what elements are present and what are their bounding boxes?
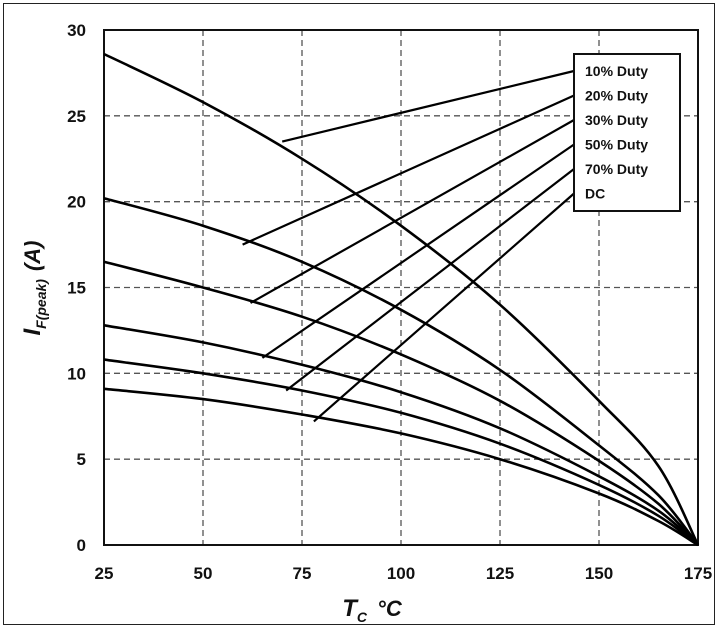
leader-line [313, 192, 575, 423]
y-tick-label: 20 [67, 193, 86, 212]
x-tick-label: 125 [486, 564, 514, 583]
series-curves [103, 52, 700, 547]
series-line [103, 52, 700, 546]
series-line [103, 324, 699, 546]
leader-line [285, 168, 575, 392]
series-line [103, 260, 699, 546]
x-tick-label: 100 [387, 564, 415, 583]
x-tick-label: 150 [585, 564, 613, 583]
series-line [103, 387, 699, 547]
y-axis-title: IF(peak) (A) [19, 240, 49, 335]
y-axis-title-unit: (A) [20, 240, 45, 271]
x-axis-title-sub: C [357, 609, 368, 625]
legend-label: DC [585, 186, 605, 202]
legend-label: 10% Duty [585, 63, 648, 79]
legend-leader-lines [242, 69, 575, 423]
legend-box [573, 53, 681, 212]
legend-label: 70% Duty [585, 161, 648, 177]
plot-area [103, 29, 699, 546]
x-axis-title-unit: °C [377, 596, 403, 621]
x-axis-title: TC °C [342, 595, 403, 625]
y-axis-title-sub: F(peak) [33, 279, 49, 329]
x-tick-label: 25 [95, 564, 114, 583]
y-tick-label: 10 [67, 364, 86, 383]
leader-line [242, 94, 575, 246]
y-axis-ticks: 0 5 10 15 20 25 30 [67, 21, 86, 555]
series-line [103, 358, 699, 547]
x-axis-title-main: T [342, 595, 359, 622]
x-tick-label: 75 [293, 564, 312, 583]
legend-label: 30% Duty [585, 112, 648, 128]
leader-line [249, 119, 575, 304]
leader-line [281, 69, 575, 143]
x-tick-label: 50 [194, 564, 213, 583]
y-tick-label: 25 [67, 107, 86, 126]
legend-label: 20% Duty [585, 88, 648, 104]
y-tick-label: 30 [67, 21, 86, 40]
y-tick-label: 0 [77, 536, 86, 555]
y-tick-label: 15 [67, 279, 86, 298]
y-tick-label: 5 [77, 450, 86, 469]
legend: 10% Duty 20% Duty 30% Duty 50% Duty 70% Duty… [573, 53, 681, 212]
series-line [103, 196, 700, 546]
x-axis-ticks: 25 50 75 100 125 150 175 [95, 564, 713, 583]
legend-label: 50% Duty [585, 137, 648, 153]
x-tick-label: 175 [684, 564, 712, 583]
leader-line [261, 143, 575, 359]
y-axis-title-main: I [19, 328, 46, 336]
